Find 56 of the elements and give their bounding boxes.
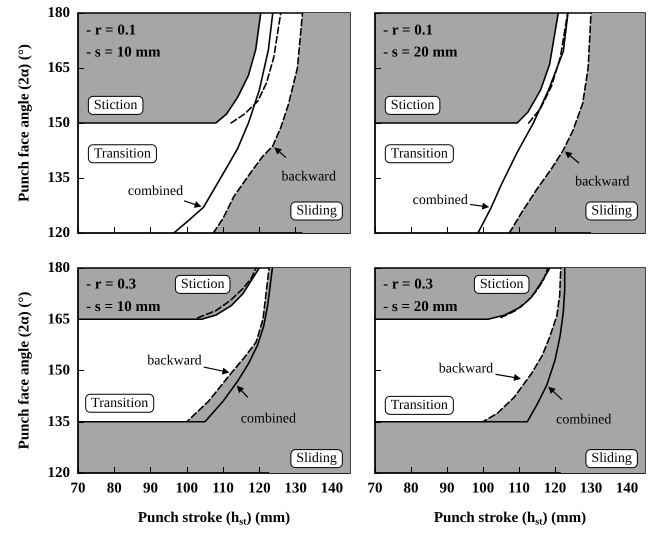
- annotation: - r = 0.1: [86, 22, 136, 39]
- annotation: Transition: [94, 146, 151, 162]
- annotation: Transition: [390, 146, 448, 162]
- annotation: Sliding: [296, 451, 337, 466]
- y-tick-label: 165: [48, 60, 70, 76]
- annotation: combined: [240, 412, 296, 427]
- x-tick-label: 120: [248, 480, 271, 496]
- annotation: backward: [438, 362, 494, 377]
- annotation: - r = 0.3: [383, 276, 434, 292]
- y-tick-label: 150: [48, 115, 70, 131]
- annotation: combined: [556, 412, 612, 428]
- annotation: Stiction: [180, 276, 224, 292]
- x-tick-label: 100: [472, 480, 494, 496]
- y-tick-label: 165: [48, 311, 70, 328]
- annotation: Transition: [390, 398, 448, 413]
- annotation: Sliding: [591, 204, 632, 218]
- x-tick-label: 80: [404, 480, 418, 496]
- y-tick-label: 150: [48, 362, 70, 378]
- y-tick-label: 180: [48, 5, 70, 21]
- annotation: backward: [575, 174, 630, 190]
- y-tick-label: 120: [48, 225, 70, 241]
- x-tick-label: 110: [212, 480, 234, 496]
- x-tick-label: 90: [143, 480, 158, 496]
- x-tick-label: 140: [616, 480, 638, 496]
- annotation: Transition: [91, 396, 148, 411]
- annotation: - r = 0.1: [383, 22, 434, 39]
- annotation: Sliding: [591, 451, 632, 466]
- x-tick-label: 90: [440, 480, 454, 496]
- annotation: Stiction: [94, 98, 138, 113]
- x-tick-label: 70: [70, 480, 86, 496]
- annotation: - s = 20 mm: [383, 298, 458, 315]
- annotation: - r = 0.3: [86, 276, 136, 292]
- x-tick-label: 120: [544, 480, 566, 496]
- annotation: backward: [282, 170, 336, 185]
- y-tick-label: 120: [48, 465, 70, 481]
- x-tick-label: 110: [508, 480, 530, 496]
- annotation: Stiction: [390, 98, 434, 113]
- y-tick-label: 180: [48, 260, 70, 276]
- y-tick-label: 135: [48, 414, 70, 430]
- annotation: Sliding: [296, 204, 337, 218]
- x-tick-label: 70: [368, 480, 382, 496]
- y-axis-title: Punch face angle (2α) (°): [16, 292, 32, 450]
- y-tick-label: 135: [48, 170, 70, 186]
- annotation: Stiction: [480, 276, 524, 292]
- x-tick-label: 80: [106, 480, 122, 496]
- annotation: combined: [412, 192, 468, 208]
- annotation: combined: [128, 184, 184, 199]
- x-tick-label: 130: [580, 480, 602, 496]
- x-tick-label: 140: [320, 480, 344, 496]
- annotation: backward: [147, 353, 202, 368]
- x-tick-label: 100: [176, 480, 198, 496]
- annotation: - s = 10 mm: [86, 44, 162, 61]
- annotation: - s = 10 mm: [86, 298, 162, 315]
- x-tick-label: 130: [284, 480, 307, 496]
- annotation: - s = 20 mm: [383, 44, 458, 61]
- y-axis-title: Punch face angle (2α) (°): [16, 44, 32, 202]
